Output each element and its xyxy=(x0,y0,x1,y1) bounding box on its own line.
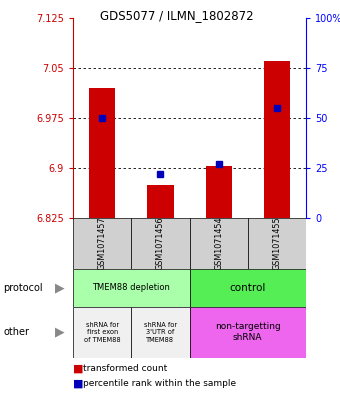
Text: GSM1071455: GSM1071455 xyxy=(272,217,282,270)
Text: ▶: ▶ xyxy=(55,325,64,339)
Text: protocol: protocol xyxy=(3,283,43,293)
Bar xyxy=(190,218,248,269)
Bar xyxy=(131,218,190,269)
Text: GSM1071457: GSM1071457 xyxy=(98,217,107,270)
Text: TMEM88 depletion: TMEM88 depletion xyxy=(92,283,170,292)
Bar xyxy=(264,61,290,218)
Bar xyxy=(190,269,306,307)
Text: ■: ■ xyxy=(73,364,87,374)
Text: non-targetting
shRNA: non-targetting shRNA xyxy=(215,322,280,342)
Bar xyxy=(73,307,131,358)
Text: transformed count: transformed count xyxy=(83,364,168,373)
Bar xyxy=(206,166,232,218)
Text: GSM1071456: GSM1071456 xyxy=(156,217,165,270)
Text: GSM1071454: GSM1071454 xyxy=(214,217,223,270)
Bar xyxy=(147,185,173,218)
Bar xyxy=(248,218,306,269)
Text: control: control xyxy=(230,283,266,293)
Bar xyxy=(131,307,190,358)
Bar xyxy=(89,88,115,218)
Bar xyxy=(190,307,306,358)
Bar xyxy=(73,269,190,307)
Text: percentile rank within the sample: percentile rank within the sample xyxy=(83,379,236,387)
Text: shRNA for
first exon
of TMEM88: shRNA for first exon of TMEM88 xyxy=(84,321,120,343)
Text: ■: ■ xyxy=(73,378,87,388)
Bar xyxy=(73,218,131,269)
Text: other: other xyxy=(3,327,29,337)
Text: GDS5077 / ILMN_1802872: GDS5077 / ILMN_1802872 xyxy=(100,9,254,22)
Text: ▶: ▶ xyxy=(55,281,64,294)
Text: shRNA for
3'UTR of
TMEM88: shRNA for 3'UTR of TMEM88 xyxy=(144,321,177,343)
